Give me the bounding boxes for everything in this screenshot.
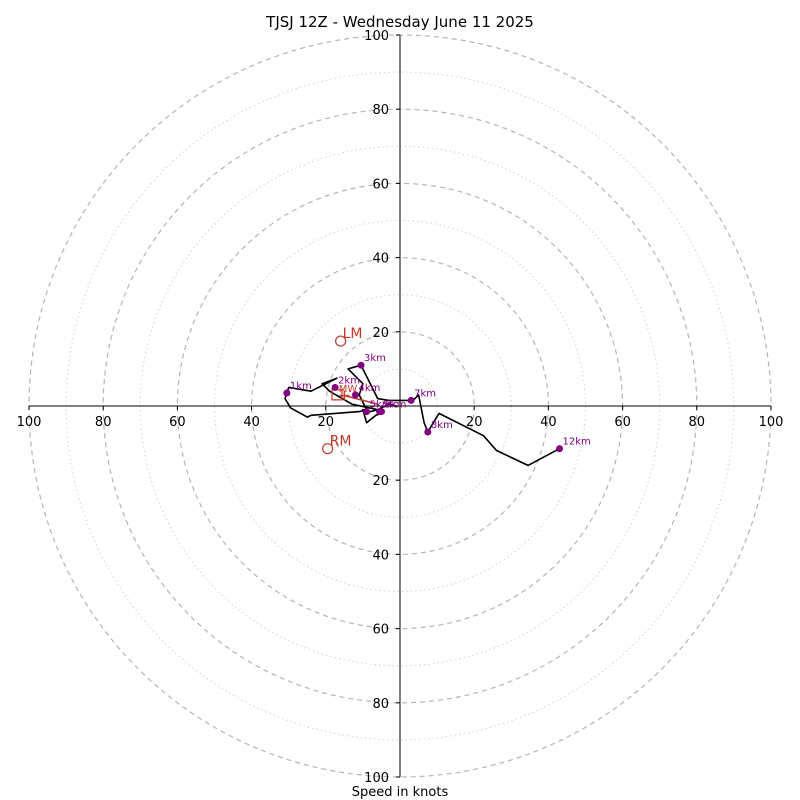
x-tick-label: 40 — [243, 415, 260, 430]
x-tick-label: 20 — [318, 415, 335, 430]
chart-title: TJSJ 12Z - Wednesday June 11 2025 — [265, 13, 534, 31]
y-tick-label: 60 — [372, 177, 389, 192]
y-tick-label: 20 — [372, 474, 389, 489]
storm-motion-markers: LM RM MW — [322, 326, 363, 455]
height-label-2km: 2km — [338, 375, 360, 386]
mean-wind-label: MW — [339, 384, 358, 395]
y-tick-label: 100 — [364, 771, 389, 786]
height-marker-4km — [351, 391, 359, 399]
storm-motion-rm-marker — [322, 443, 334, 455]
x-tick-label: 80 — [95, 415, 112, 430]
storm-motion-lm-marker — [335, 335, 347, 347]
y-tick-label: 40 — [372, 548, 389, 563]
tick-labels: 100 80 60 40 20 20 40 60 80 100 100 80 60 40 20 20 40 60 8… — [17, 29, 784, 786]
wind-trace — [284, 364, 560, 467]
x-axis-label: Speed in knots — [352, 785, 449, 800]
y-tick-label: 100 — [364, 29, 389, 44]
height-marker-8km — [424, 428, 432, 436]
height-marker-5km — [363, 408, 371, 416]
height-label-4km: 4km — [358, 383, 380, 394]
height-label-12km: 12km — [563, 437, 591, 448]
height-marker-1km — [283, 389, 291, 397]
x-tick-label: 100 — [17, 415, 42, 430]
height-marker-12km — [556, 445, 564, 453]
y-tick-label: 80 — [372, 103, 389, 118]
height-label-5km: 5km — [370, 400, 392, 411]
height-marker-7km — [407, 396, 415, 404]
y-tick-label: 40 — [372, 252, 389, 267]
x-tick-label: 80 — [689, 415, 706, 430]
wind-trace-line — [284, 364, 560, 467]
x-tick-label: 20 — [466, 415, 483, 430]
storm-motion-lm-label: LM — [343, 326, 363, 342]
x-tick-label: 60 — [169, 415, 186, 430]
height-label-7km: 7km — [414, 388, 436, 399]
height-label-8km: 8km — [431, 420, 453, 431]
x-tick-label: 40 — [540, 415, 557, 430]
y-tick-label: 80 — [372, 697, 389, 712]
y-tick-label: 60 — [372, 623, 389, 638]
x-tick-label: 60 — [614, 415, 631, 430]
height-label-1km: 1km — [290, 381, 312, 392]
height-label-6km: 6km — [384, 400, 406, 411]
shear-vector — [331, 389, 378, 405]
axes — [29, 35, 771, 777]
shear-vector-line — [344, 394, 378, 405]
height-marker-6km — [377, 408, 385, 416]
x-tick-label: 100 — [759, 415, 784, 430]
storm-motion-rm-label: RM — [330, 434, 352, 450]
height-label-sfc: Sfc — [383, 400, 398, 411]
height-marker-3km — [357, 361, 365, 369]
height-marker-2km — [331, 383, 339, 391]
y-tick-label: 20 — [372, 326, 389, 341]
height-label-3km: 3km — [364, 353, 386, 364]
